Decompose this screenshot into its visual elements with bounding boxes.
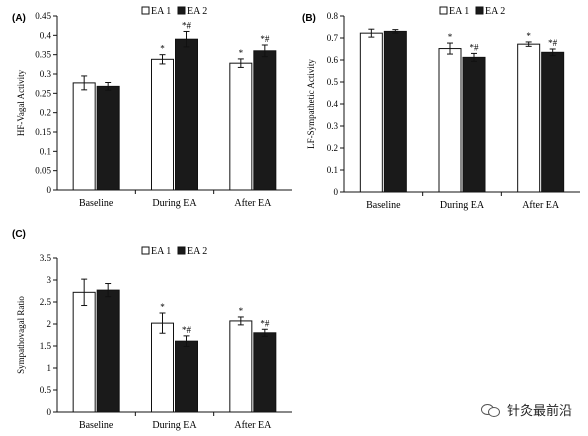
y-axis-title: LF-Sympathetic Activity [306,59,316,149]
bar-ea2 [253,332,277,413]
bar-ea2 [175,38,198,191]
bar-ea2 [541,51,565,193]
significance-label: * [526,31,531,41]
y-tick-label: 0.3 [40,69,52,79]
x-tick-label: After EA [234,198,272,209]
significance-label: *# [260,34,270,44]
bar-ea1 [229,62,253,191]
bar-ea1 [359,32,383,193]
x-tick-label: Baseline [366,200,401,211]
bar-ea1 [151,322,174,413]
bar-ea2 [96,85,120,191]
y-tick-label: 0.5 [40,385,52,395]
chart-c-svg: (C) EA 1 EA 2 0 0.5 1 1.5 2 2.5 3 3.5 Sympathovagal… [12,229,292,431]
legend-swatch-ea2 [177,246,186,255]
significance-label: *# [260,318,270,328]
wechat-icon [480,403,501,417]
legend-swatch-ea1 [141,246,150,255]
y-tick-label: 0.4 [40,30,52,40]
y-tick-label: 0 [47,185,52,195]
y-tick-label: 0.35 [35,50,51,60]
bar-ea2 [175,340,198,413]
x-tick-label: Baseline [79,198,114,209]
chart-panel-a: (A) EA 1 EA 2 0 0.05 0.1 0.15 0.2 0.25 0.3 0.35 0.4… [0,0,300,218]
y-tick-label: 0.7 [327,33,339,43]
chart-b-svg: (B) EA 1 EA 2 0 0.1 0.2 0.3 0.4 0.5 0.6 0.7 0.8 LF-S… [302,6,580,211]
y-tick-label: 1.5 [40,341,52,351]
legend-label-ea1: EA 1 [449,6,469,17]
y-tick-label: 3.5 [40,253,52,263]
significance-label: *# [182,325,192,335]
bar-ea1 [438,48,462,193]
y-tick-label: 0.15 [35,127,51,137]
significance-label: * [239,48,244,58]
panel-label: (C) [12,229,26,240]
y-tick-label: 0.05 [35,166,51,176]
bar-ea1 [72,291,96,413]
legend-swatch-ea1 [439,6,448,15]
legend-swatch-ea2 [177,6,186,15]
legend-label-ea1: EA 1 [151,246,171,257]
y-tick-label: 0.25 [35,88,51,98]
y-tick-label: 1 [47,363,52,373]
significance-label: *# [182,20,192,30]
significance-label: *# [470,42,480,52]
y-tick-label: 0.5 [327,77,339,87]
panel-label: (B) [302,13,316,24]
y-tick-label: 0.4 [327,99,339,109]
y-tick-label: 2 [47,319,52,329]
significance-label: * [160,302,165,312]
bar-ea1 [229,320,253,413]
y-tick-label: 3 [47,275,52,285]
y-tick-label: 0.8 [327,11,339,21]
watermark: 针灸最前沿 [480,400,572,419]
bar-ea1 [517,43,541,193]
x-tick-label: After EA [234,420,272,431]
legend-label-ea1: EA 1 [151,6,171,17]
significance-label: * [160,44,165,54]
x-tick-label: During EA [152,198,197,209]
bar-ea2 [96,289,120,413]
significance-label: * [448,32,453,42]
legend-label-ea2: EA 2 [485,6,505,17]
legend-label-ea2: EA 2 [187,6,207,17]
x-tick-label: During EA [440,200,485,211]
y-tick-label: 0.45 [35,11,51,21]
bar-ea2 [253,50,277,191]
significance-label: *# [548,38,558,48]
y-tick-label: 0.1 [327,165,338,175]
significance-label: * [239,306,244,316]
panel-label: (A) [12,13,26,24]
y-tick-label: 0 [47,407,52,417]
chart-a-svg: (A) EA 1 EA 2 0 0.05 0.1 0.15 0.2 0.25 0.3 0.35 0.4… [12,6,292,209]
watermark-text: 针灸最前沿 [506,404,572,419]
legend-label-ea2: EA 2 [187,246,207,257]
x-tick-label: During EA [152,420,197,431]
bar-ea2 [383,30,407,193]
legend-swatch-ea2 [475,6,484,15]
y-tick-label: 0.6 [327,55,339,65]
y-axis-title: HF-Vagal Activity [16,69,26,136]
x-tick-label: After EA [522,200,560,211]
bar-ea2 [462,56,486,193]
chart-panel-c: (C) EA 1 EA 2 0 0.5 1 1.5 2 2.5 3 3.5 Sympathovagal… [0,222,300,436]
y-tick-label: 0.3 [327,121,339,131]
bar-ea1 [72,82,96,191]
chart-panel-b: (B) EA 1 EA 2 0 0.1 0.2 0.3 0.4 0.5 0.6 0.7 0.8 LF-S… [300,0,588,218]
y-tick-label: 0.2 [40,108,51,118]
bar-ea1 [151,58,174,191]
x-tick-label: Baseline [79,420,114,431]
legend-swatch-ea1 [141,6,150,15]
y-tick-label: 2.5 [40,297,52,307]
y-tick-label: 0.2 [327,143,338,153]
y-tick-label: 0.1 [40,146,51,156]
y-axis-title: Sympathovagal Ratio [16,296,26,374]
y-tick-label: 0 [334,187,339,197]
